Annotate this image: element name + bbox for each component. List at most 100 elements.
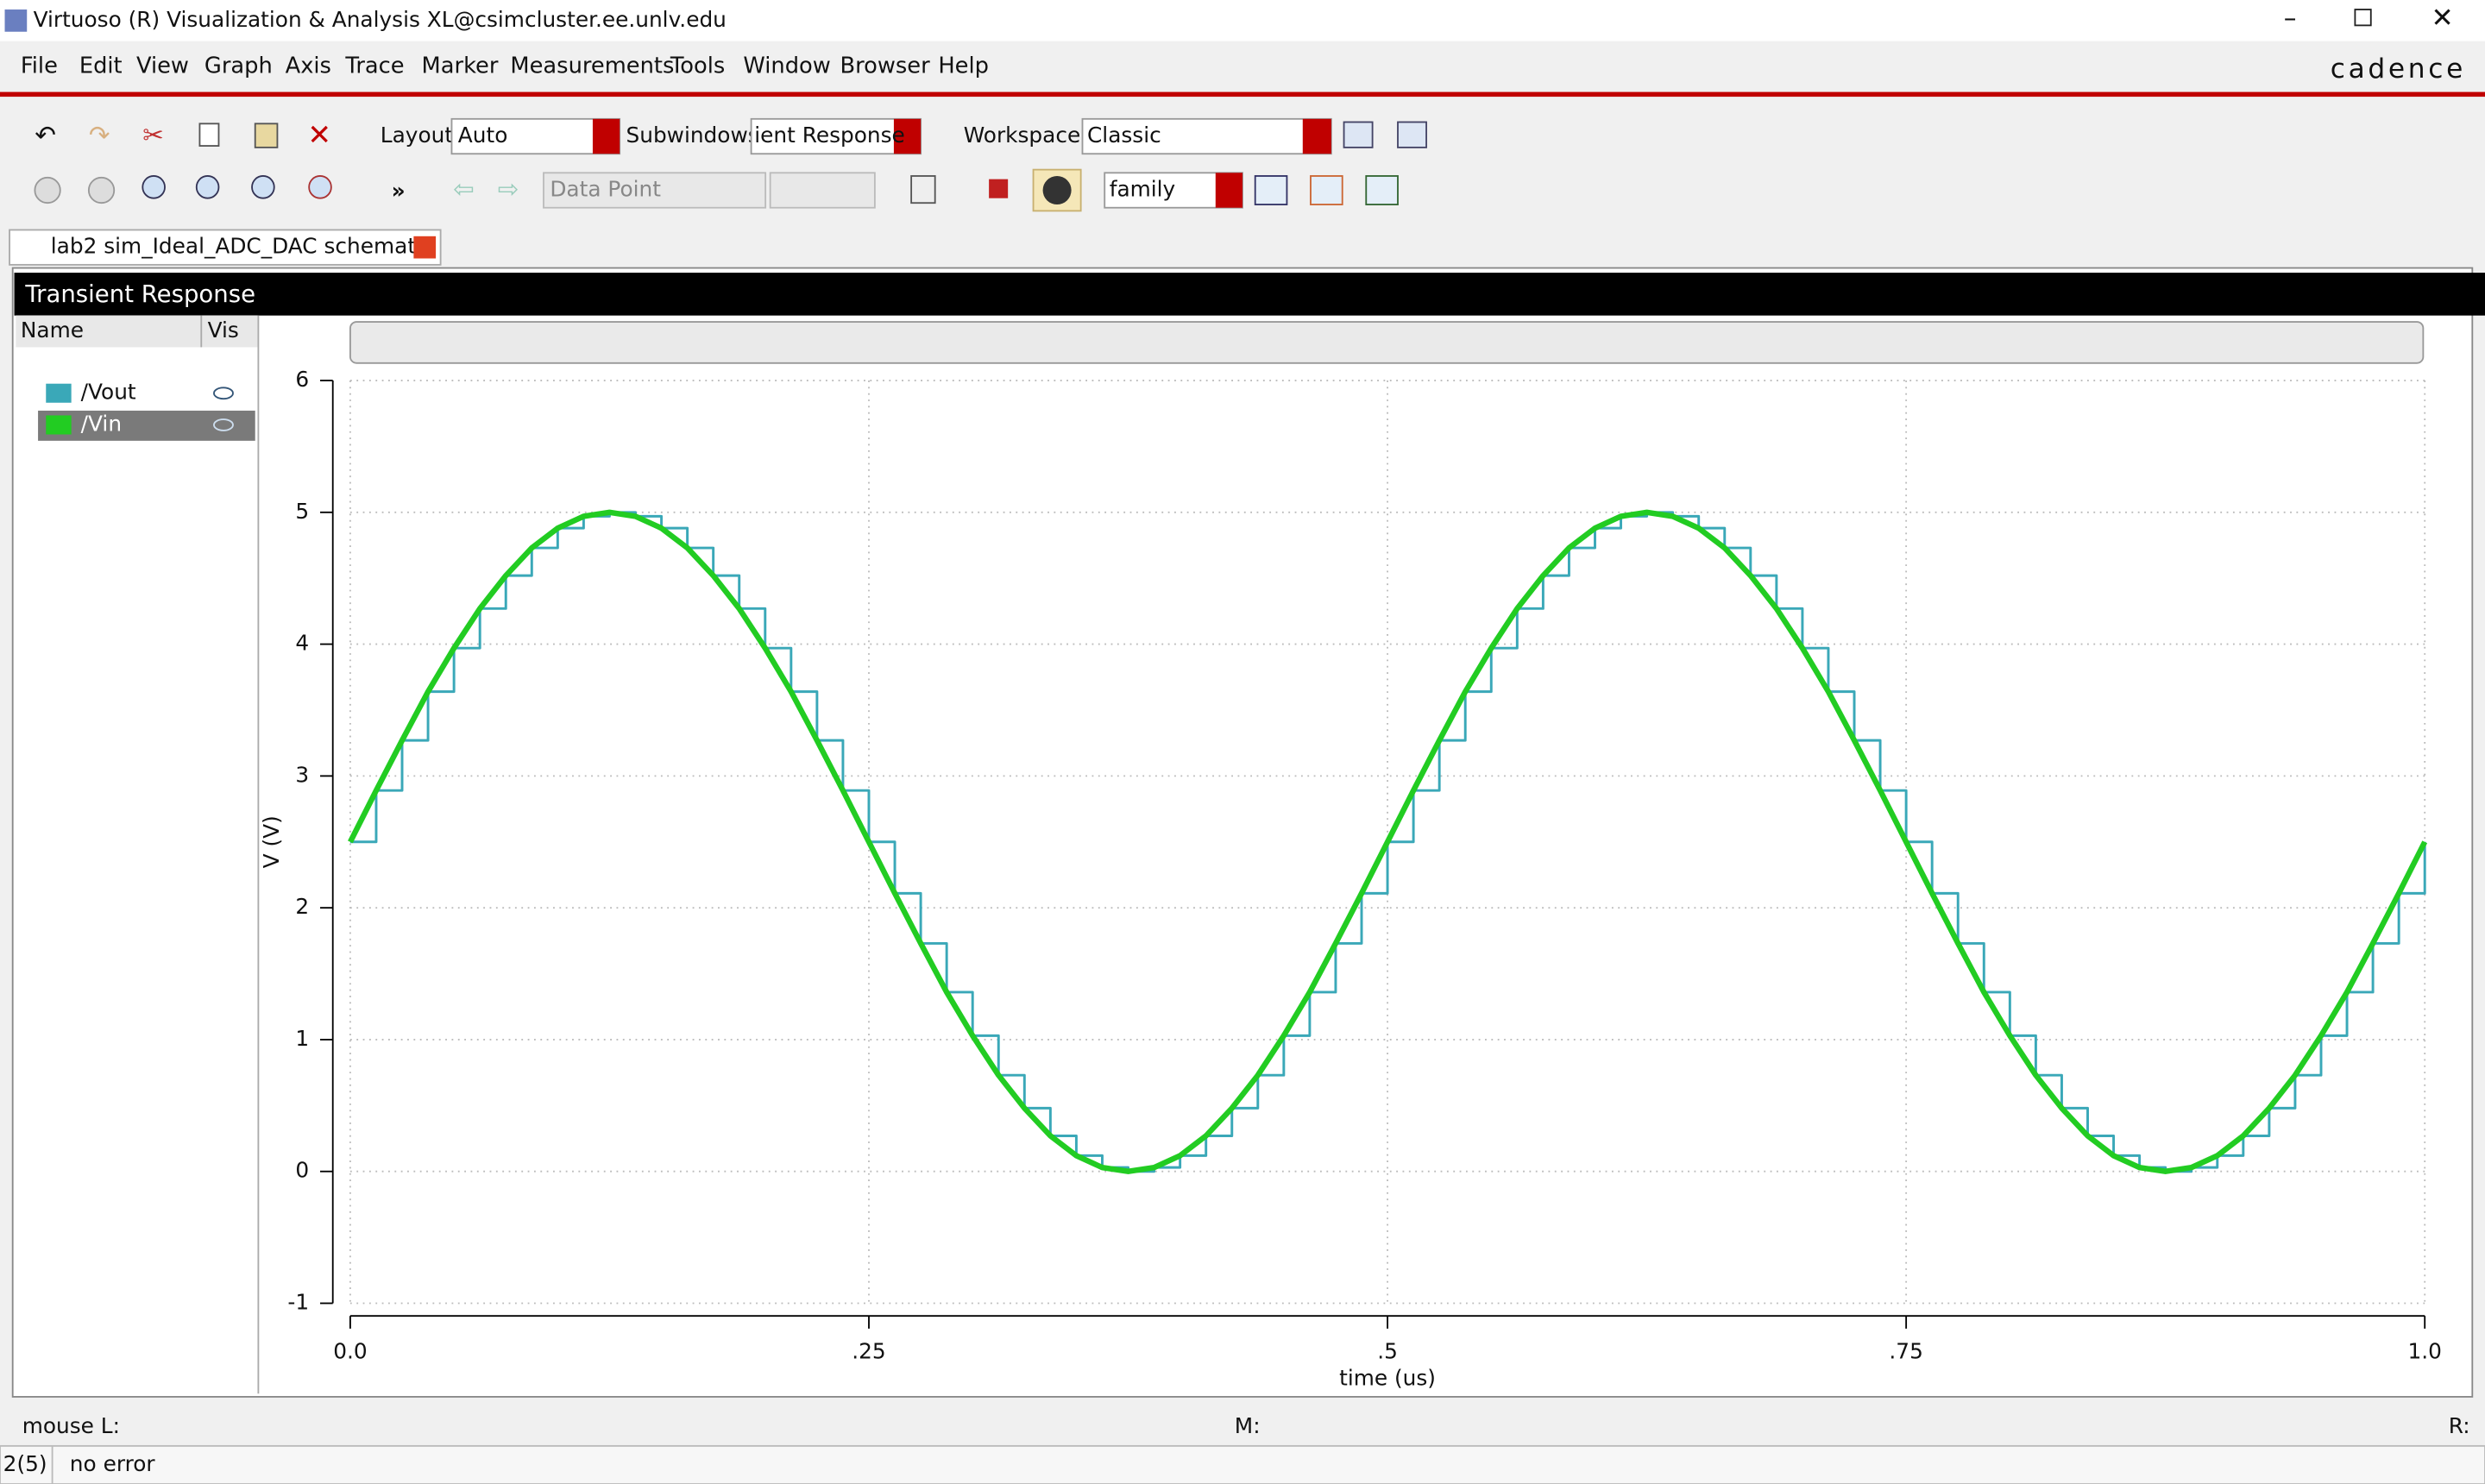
mouse-m: M: <box>1235 1413 1261 1438</box>
status-count: 2(5) <box>3 1451 47 1476</box>
menu-item[interactable]: Browser <box>840 53 930 79</box>
delete[interactable]: ✕ <box>307 118 331 152</box>
legend-label[interactable]: /Vout <box>81 380 136 405</box>
restore[interactable] <box>2354 9 2372 27</box>
x-tick-label: 1.0 <box>2407 1338 2441 1363</box>
overview-strip[interactable] <box>349 321 2425 364</box>
x-axis-label: time (us) <box>1339 1366 1436 1391</box>
redo[interactable]: ↷ <box>89 121 110 150</box>
title-bar <box>0 0 2485 41</box>
zoom-in[interactable] <box>195 175 220 199</box>
workspace-drop[interactable] <box>1302 118 1331 154</box>
menu-item[interactable]: Axis <box>286 53 331 79</box>
back[interactable]: ⇦ <box>453 174 475 204</box>
tab[interactable] <box>9 229 442 266</box>
mouse-r: R: <box>2449 1413 2470 1438</box>
y-tick-label: 3 <box>295 762 309 787</box>
menu-item[interactable]: File <box>21 53 58 79</box>
selected-row <box>38 410 255 441</box>
family: family <box>1110 177 1176 202</box>
window-title: Virtuoso (R) Visualization & Analysis XL… <box>34 7 727 32</box>
trace-panel <box>16 315 259 1394</box>
x-tick-label: .5 <box>1377 1338 1398 1363</box>
status-bar <box>0 1409 2485 1445</box>
tool-button[interactable] <box>1343 121 1374 148</box>
tool-button[interactable] <box>1254 175 1288 205</box>
family-drop[interactable] <box>1215 173 1242 208</box>
graph-title-bar <box>14 273 2485 316</box>
menus: File Edit View Graph Axis Trace Marker Measurem… <box>21 53 989 79</box>
zoom-out[interactable] <box>251 175 275 199</box>
x-tick-label: .75 <box>1889 1338 1922 1363</box>
y-tick-label: 2 <box>295 894 309 919</box>
y-tick-label: 1 <box>295 1026 309 1051</box>
menu-item[interactable]: Trace <box>344 53 404 79</box>
y-tick-label: -1 <box>287 1290 309 1315</box>
zoom[interactable] <box>142 175 166 199</box>
tool-button[interactable] <box>1310 175 1343 205</box>
tool-button[interactable] <box>87 176 116 204</box>
point-combo[interactable] <box>543 172 767 209</box>
subwindows-drop[interactable] <box>893 118 922 154</box>
tool-button[interactable] <box>1397 121 1427 148</box>
visibility-toggle[interactable] <box>213 418 234 431</box>
workspace-combo[interactable] <box>1081 117 1332 155</box>
y-tick-label: 0 <box>295 1158 309 1183</box>
paste[interactable] <box>254 123 279 148</box>
menu-item[interactable]: Marker <box>422 53 499 79</box>
graph-title: Transient Response <box>24 280 255 308</box>
name-header: Name <box>21 318 84 343</box>
panel-header <box>16 315 259 348</box>
subwindows-label: Subwindows: <box>626 123 767 148</box>
point-mode: Data Point <box>550 177 661 202</box>
cut[interactable]: ✂ <box>142 121 164 150</box>
graph-window <box>11 267 2474 1398</box>
menu-item[interactable]: View <box>136 53 189 79</box>
visibility-toggle[interactable] <box>213 387 234 400</box>
calculator[interactable] <box>910 175 936 204</box>
more[interactable]: » <box>392 178 406 203</box>
close[interactable]: ✕ <box>2432 3 2454 34</box>
menu-item[interactable]: Graph <box>204 53 273 79</box>
mouse-l: mouse L: <box>22 1413 120 1438</box>
menu-bar <box>0 41 2485 92</box>
workspace-value: Classic <box>1087 123 1161 148</box>
menu-item[interactable]: Window <box>743 53 830 79</box>
x-tick-label: .25 <box>852 1338 885 1363</box>
minimize[interactable]: – <box>2284 3 2297 33</box>
legend: /Vout/Vin <box>46 380 234 436</box>
undo[interactable]: ↶ <box>35 121 56 150</box>
toolbar-1: ↶ ↷ ✂ ✕ Layout: Auto Subwindows: ient Re… <box>35 117 1427 155</box>
marker-flag[interactable] <box>989 179 1009 198</box>
message-bar <box>0 1444 2485 1484</box>
y-tick-label: 4 <box>295 631 309 656</box>
tab-close[interactable] <box>413 236 437 259</box>
zoom-fit[interactable] <box>308 175 332 199</box>
layout-value: Auto <box>458 123 508 148</box>
subwindows-combo[interactable] <box>750 117 922 155</box>
legend-swatch <box>46 383 72 403</box>
forward[interactable]: ⇨ <box>498 174 519 204</box>
tool-button[interactable] <box>34 176 61 204</box>
toolbar-2: » ⇦ ⇨ Data Point family <box>34 168 1399 212</box>
legend-label[interactable]: /Vin <box>81 411 122 436</box>
y-tick-label: 5 <box>295 499 309 524</box>
app-icon <box>4 9 28 32</box>
layout-combo[interactable] <box>450 117 621 155</box>
tab-label: lab2 sim_Ideal_ADC_DAC schematic <box>51 234 434 259</box>
workspace-label: Workspace: <box>964 123 1088 148</box>
y-tick-label: 6 <box>295 367 309 392</box>
menu-item[interactable]: Measurements <box>510 53 674 79</box>
vis-header: Vis <box>208 318 239 343</box>
layout-label: Layout: <box>381 123 461 148</box>
menu-item[interactable]: Help <box>938 53 989 79</box>
x-tick-label: 0.0 <box>333 1338 367 1363</box>
copy[interactable] <box>198 123 220 147</box>
menu-item[interactable]: Edit <box>79 53 123 79</box>
point-input[interactable] <box>769 172 876 209</box>
tool-button[interactable] <box>1365 175 1399 205</box>
layout-drop[interactable] <box>592 118 620 154</box>
menu-item[interactable]: Tools <box>670 53 725 79</box>
